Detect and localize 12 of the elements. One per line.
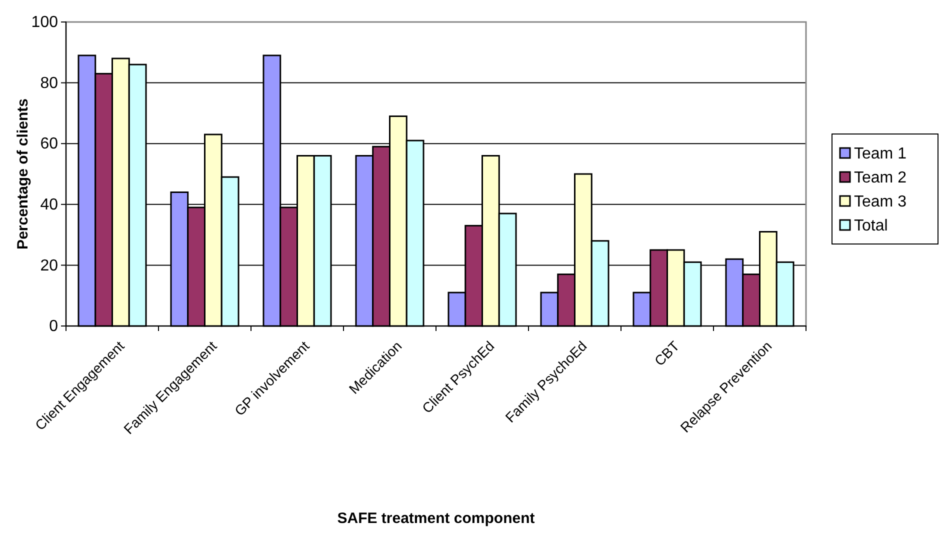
x-axis-title: SAFE treatment component [337, 510, 535, 527]
y-axis-title: Percentage of clients [14, 98, 32, 250]
legend-label: Team 3 [854, 194, 907, 211]
y-tick-label: 40 [40, 196, 58, 214]
y-tick-label: 100 [31, 14, 58, 32]
y-tick-label: 80 [40, 74, 58, 92]
legend-label: Team 2 [854, 170, 907, 187]
y-tick-label: 0 [49, 318, 58, 336]
y-tick-label: 60 [40, 136, 58, 153]
legend-label: Total [854, 218, 888, 235]
legend-label: Team 1 [854, 146, 907, 163]
y-tick-label: 20 [40, 257, 58, 274]
